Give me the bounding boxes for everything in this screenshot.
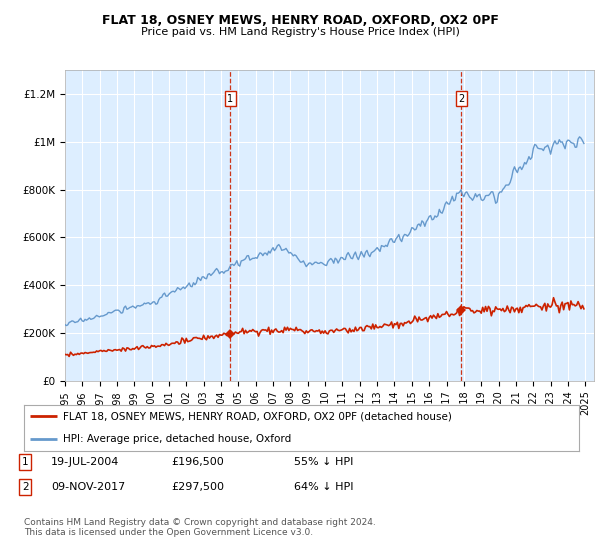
- Text: 1: 1: [22, 457, 29, 467]
- Text: 09-NOV-2017: 09-NOV-2017: [51, 482, 125, 492]
- Text: 2: 2: [458, 94, 464, 104]
- Text: Price paid vs. HM Land Registry's House Price Index (HPI): Price paid vs. HM Land Registry's House …: [140, 27, 460, 37]
- Text: 55% ↓ HPI: 55% ↓ HPI: [294, 457, 353, 467]
- Text: 19-JUL-2004: 19-JUL-2004: [51, 457, 119, 467]
- Text: £297,500: £297,500: [171, 482, 224, 492]
- Text: 2: 2: [22, 482, 29, 492]
- Text: Contains HM Land Registry data © Crown copyright and database right 2024.
This d: Contains HM Land Registry data © Crown c…: [24, 518, 376, 538]
- Text: FLAT 18, OSNEY MEWS, HENRY ROAD, OXFORD, OX2 0PF: FLAT 18, OSNEY MEWS, HENRY ROAD, OXFORD,…: [101, 14, 499, 27]
- Text: 1: 1: [227, 94, 233, 104]
- Text: 64% ↓ HPI: 64% ↓ HPI: [294, 482, 353, 492]
- Text: £196,500: £196,500: [171, 457, 224, 467]
- Text: HPI: Average price, detached house, Oxford: HPI: Average price, detached house, Oxfo…: [63, 435, 291, 444]
- Text: FLAT 18, OSNEY MEWS, HENRY ROAD, OXFORD, OX2 0PF (detached house): FLAT 18, OSNEY MEWS, HENRY ROAD, OXFORD,…: [63, 412, 452, 421]
